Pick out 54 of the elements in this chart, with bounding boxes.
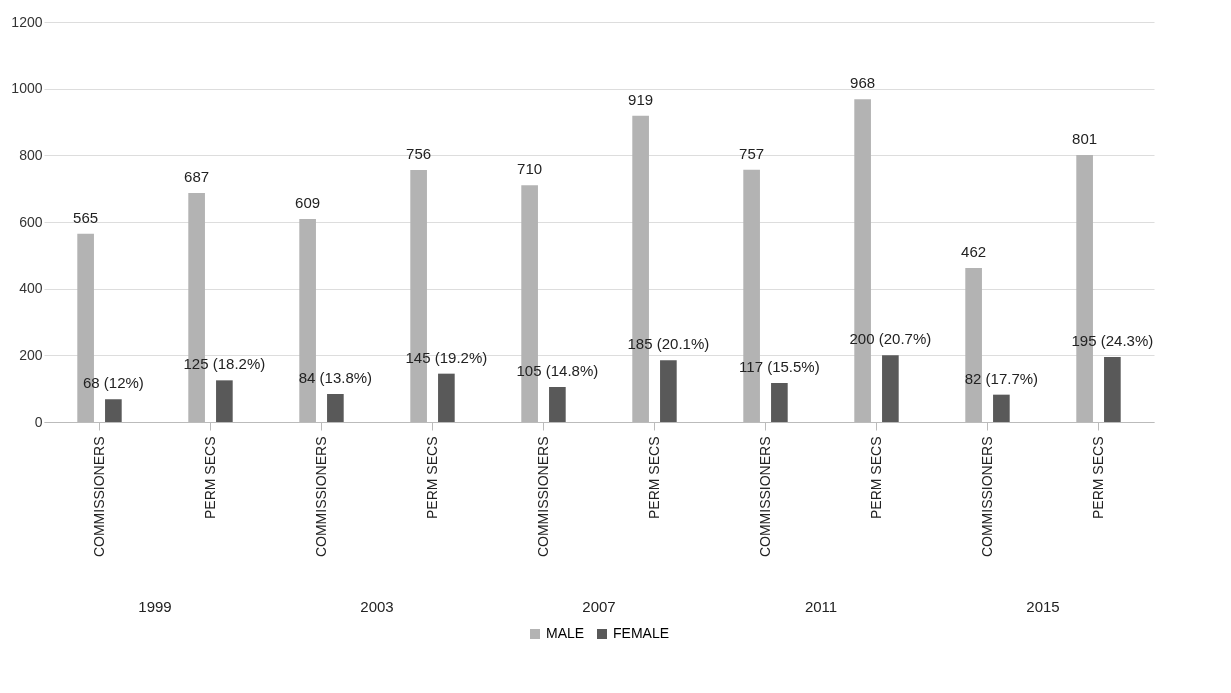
bar (882, 355, 899, 422)
data-label: 84 (13.8%) (298, 369, 373, 386)
y-tick-label: 200 (19, 346, 43, 363)
bar (993, 394, 1010, 422)
x-tick-label: PERM SECS (201, 436, 218, 519)
x-tick-label: PERM SECS (867, 436, 884, 519)
data-label: 710 (517, 160, 543, 178)
text: 2015 (1026, 598, 1060, 615)
y-tick-label: 400 (19, 280, 43, 297)
bar (660, 360, 677, 422)
bar (1104, 357, 1121, 422)
data-label: 565 (73, 208, 99, 226)
bar (549, 387, 566, 422)
y-tick-label: 0 (34, 413, 43, 430)
data-label: 105 (14.8%) (516, 362, 599, 379)
x-tick-label: PERM SECS (1089, 436, 1106, 519)
x-tick-label: COMMISSIONERS (534, 436, 551, 558)
data-label: 185 (20.1%) (627, 335, 710, 353)
y-tick-label: 600 (19, 213, 43, 230)
data-label: 757 (739, 144, 765, 162)
x-tick-label: COMMISSIONERS (978, 436, 995, 558)
data-label: 82 (17.7%) (964, 369, 1039, 387)
data-label: 145 (19.2%) (405, 348, 488, 366)
data-label: 462 (961, 243, 987, 260)
data-label: 200 (20.7%) (849, 330, 932, 348)
data-label: 968 (850, 74, 876, 92)
data-label: 919 (628, 90, 654, 108)
bar (216, 380, 233, 422)
x-tick-label: COMMISSIONERS (90, 436, 107, 558)
data-label: 756 (406, 145, 432, 162)
legend-label: MALE (546, 625, 585, 641)
x-tick-label: COMMISSIONERS (312, 436, 329, 558)
text: 2011 (804, 598, 838, 615)
x-tick-label: PERM SECS (645, 436, 662, 519)
data-label: 195 (24.3%) (1071, 332, 1154, 349)
data-label: 687 (184, 168, 210, 185)
data-label: 609 (295, 194, 321, 211)
text: 2007 (582, 598, 616, 615)
data-label: 125 (18.2%) (183, 355, 266, 373)
text: 2003 (360, 598, 394, 615)
y-tick-label: 800 (19, 146, 43, 163)
bar (438, 373, 455, 422)
text: 1999 (138, 598, 172, 615)
x-tick-label: COMMISSIONERS (756, 436, 773, 558)
bar (327, 394, 344, 422)
legend-label: FEMALE (613, 625, 670, 641)
bar (105, 399, 122, 422)
data-label: 68 (12%) (82, 374, 144, 392)
bar (771, 383, 788, 422)
y-tick-label: 1200 (11, 13, 43, 30)
x-tick-label: PERM SECS (423, 436, 440, 519)
data-label: 801 (1072, 130, 1098, 147)
data-label: 117 (15.5%) (739, 358, 820, 375)
y-tick-label: 1000 (11, 80, 43, 97)
